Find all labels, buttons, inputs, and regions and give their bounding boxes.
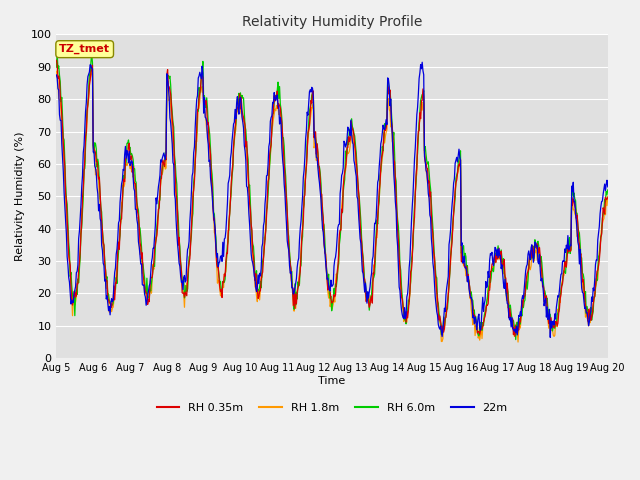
- 22m: [63, 231, 70, 237]
- RH 0.35m: [511, 334, 519, 339]
- RH 0.35m: [52, 58, 60, 63]
- RH 6.0m: [176, 243, 184, 249]
- RH 0.35m: [399, 303, 407, 309]
- RH 1.8m: [604, 193, 612, 199]
- RH 6.0m: [88, 51, 95, 57]
- Y-axis label: Relativity Humidity (%): Relativity Humidity (%): [15, 132, 25, 261]
- 22m: [204, 142, 212, 147]
- RH 0.35m: [175, 235, 183, 240]
- RH 1.8m: [176, 260, 184, 265]
- 22m: [419, 60, 426, 65]
- RH 6.0m: [52, 64, 60, 70]
- Line: RH 0.35m: RH 0.35m: [56, 60, 608, 336]
- RH 6.0m: [120, 172, 128, 178]
- RH 1.8m: [416, 118, 424, 124]
- RH 1.8m: [52, 69, 60, 74]
- RH 1.8m: [514, 339, 522, 345]
- RH 6.0m: [205, 125, 213, 131]
- 22m: [119, 167, 127, 172]
- RH 6.0m: [63, 196, 70, 202]
- RH 1.8m: [205, 147, 213, 153]
- 22m: [399, 314, 407, 320]
- X-axis label: Time: Time: [319, 376, 346, 386]
- RH 0.35m: [204, 120, 212, 125]
- RH 6.0m: [512, 336, 520, 342]
- 22m: [547, 335, 554, 340]
- Legend: RH 0.35m, RH 1.8m, RH 6.0m, 22m: RH 0.35m, RH 1.8m, RH 6.0m, 22m: [152, 398, 512, 418]
- RH 0.35m: [119, 184, 127, 190]
- RH 6.0m: [604, 187, 612, 193]
- RH 0.35m: [415, 128, 423, 133]
- Line: 22m: 22m: [56, 62, 608, 337]
- 22m: [175, 260, 183, 266]
- RH 6.0m: [416, 108, 424, 114]
- Line: RH 6.0m: RH 6.0m: [56, 54, 608, 339]
- Line: RH 1.8m: RH 1.8m: [56, 69, 608, 342]
- RH 1.8m: [120, 184, 128, 190]
- RH 1.8m: [400, 319, 408, 324]
- RH 1.8m: [88, 66, 96, 72]
- RH 6.0m: [400, 311, 408, 317]
- Title: Relativity Humidity Profile: Relativity Humidity Profile: [242, 15, 422, 29]
- 22m: [415, 75, 423, 81]
- Text: TZ_tmet: TZ_tmet: [59, 44, 110, 54]
- 22m: [52, 72, 60, 78]
- RH 1.8m: [63, 216, 70, 222]
- 22m: [604, 184, 612, 190]
- RH 0.35m: [604, 195, 612, 201]
- RH 0.35m: [63, 197, 70, 203]
